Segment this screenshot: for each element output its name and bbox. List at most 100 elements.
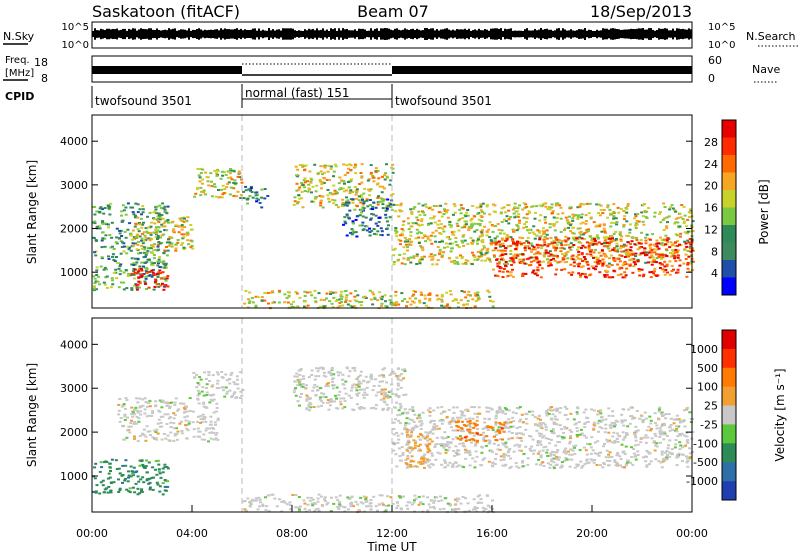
power-colorbar-tick-4: 16 <box>704 202 718 215</box>
power-ytick-3: 2000 <box>60 223 88 236</box>
noise-right-tick-top: 10^5 <box>708 22 735 33</box>
velocity-colorbar-swatch-7 <box>722 443 736 463</box>
x-tick-7: 00:00 <box>676 527 708 540</box>
power-panel: 4000 3000 2000 1000 Slant Range [km] 28 24 20… <box>25 114 771 310</box>
frequency-panel: Freq. [MHz] 18 8 60 0 Nave <box>3 54 780 85</box>
power-ytick-2: 3000 <box>60 179 88 192</box>
scatter-region-6 <box>454 419 507 442</box>
velocity-colorbar-swatch-5 <box>722 405 736 425</box>
velocity-ytick-2: 3000 <box>60 382 88 395</box>
scatter-region-3 <box>192 371 245 399</box>
power-ytick-1: 4000 <box>60 135 88 148</box>
nave-tick-bottom: 0 <box>708 72 715 85</box>
velocity-colorbar-swatch-6 <box>722 424 736 444</box>
scatter-region-1 <box>92 202 170 292</box>
freq-label-line2: [MHz] <box>5 68 34 79</box>
velocity-colorbar-swatch-2 <box>722 348 736 369</box>
x-tick-2: 04:00 <box>176 527 208 540</box>
velocity-colorbar-tick-6: -100 <box>693 437 718 450</box>
scatter-region-4 <box>193 168 244 199</box>
noise-left-label: N.Sky <box>3 30 35 43</box>
power-colorbar-swatch-4 <box>722 172 736 191</box>
power-colorbar-swatch-7 <box>722 225 736 243</box>
x-tick-4: 12:00 <box>376 527 408 540</box>
cpid-segment-3: twofsound 3501 <box>395 94 492 108</box>
velocity-colorbar-swatch-9 <box>722 481 736 501</box>
power-colorbar-swatch-8 <box>722 242 736 261</box>
scatter-region-4 <box>292 366 408 412</box>
velocity-panel: 4000 3000 2000 1000 Slant Range [km] 1000 50… <box>25 317 787 514</box>
freq-tick-bottom: 8 <box>41 72 48 85</box>
power-colorbar-swatch-3 <box>722 155 736 173</box>
scatter-region-5 <box>392 405 695 470</box>
power-colorbar: 28 24 20 16 12 8 4 <box>704 119 737 296</box>
x-tick-3: 08:00 <box>276 527 308 540</box>
power-colorbar-swatch-6 <box>722 207 736 226</box>
velocity-colorbar-swatch-1 <box>722 330 736 350</box>
scatter-region-7 <box>404 434 432 469</box>
scatter-region-2 <box>117 397 220 443</box>
cpid-row: CPID twofsound 3501 normal (fast) 151 tw… <box>5 84 492 108</box>
cpid-segment-2: normal (fast) 151 <box>245 86 349 100</box>
power-colorbar-swatch-10 <box>722 277 736 296</box>
power-colorbar-tick-6: 8 <box>711 245 718 258</box>
scatter-region-10 <box>492 237 694 279</box>
noise-right-label: N.Search <box>746 30 796 43</box>
power-ytick-4: 1000 <box>60 266 88 279</box>
cpid-segment-1: twofsound 3501 <box>95 94 192 108</box>
power-heatmap <box>92 163 695 310</box>
power-colorbar-swatch-2 <box>722 137 736 156</box>
velocity-colorbar-tick-3: 100 <box>697 381 718 394</box>
beam-title: Beam 07 <box>357 2 429 21</box>
power-colorbar-label: Power [dB] <box>757 179 771 244</box>
x-tick-6: 20:00 <box>576 527 608 540</box>
scatter-region-3 <box>129 216 195 252</box>
velocity-colorbar-tick-5: -25 <box>700 418 718 431</box>
power-colorbar-tick-3: 20 <box>704 180 718 193</box>
power-colorbar-tick-7: 4 <box>711 267 718 280</box>
velocity-ylabel: Slant Range [km] <box>25 363 39 467</box>
velocity-colorbar-tick-1: 1000 <box>690 343 718 356</box>
freq-tick-top: 18 <box>34 56 48 69</box>
site-title: Saskatoon (fitACF) <box>92 2 240 21</box>
nave-tick-top: 60 <box>708 54 722 67</box>
velocity-colorbar-tick-2: 500 <box>697 362 718 375</box>
power-colorbar-tick-2: 24 <box>704 158 718 171</box>
x-tick-1: 00:00 <box>76 527 108 540</box>
x-axis-label: Time UT <box>366 540 417 554</box>
velocity-ytick-3: 2000 <box>60 426 88 439</box>
scatter-region-7 <box>342 198 394 238</box>
x-tick-5: 16:00 <box>476 527 508 540</box>
date-title: 18/Sep/2013 <box>590 2 692 21</box>
velocity-colorbar-swatch-4 <box>722 386 736 406</box>
scatter-region-8 <box>242 493 495 514</box>
velocity-colorbar: 1000 500 100 25 -25 -100 -500 -1000 <box>686 329 737 501</box>
velocity-colorbar-tick-8: -1000 <box>686 475 718 488</box>
noise-panel: N.Sky 10^5 10^0 10^5 10^0 N.Search <box>3 21 798 51</box>
velocity-colorbar-tick-7: -500 <box>693 456 718 469</box>
power-ylabel: Slant Range [km] <box>25 160 39 264</box>
noise-left-tick-top: 10^5 <box>62 22 89 33</box>
scatter-region-1 <box>92 458 170 496</box>
velocity-heatmap <box>92 366 695 514</box>
scatter-region-2 <box>130 268 170 291</box>
x-axis: 00:00 04:00 08:00 12:00 16:00 20:00 00:00 <box>76 505 708 540</box>
power-colorbar-swatch-1 <box>722 120 736 138</box>
noise-left-tick-bottom: 10^0 <box>62 40 89 51</box>
cpid-label: CPID <box>5 90 34 103</box>
velocity-ytick-4: 1000 <box>60 470 88 483</box>
scatter-region-8 <box>243 289 495 310</box>
power-colorbar-swatch-9 <box>722 260 736 278</box>
velocity-colorbar-tick-4: 25 <box>704 400 718 413</box>
power-colorbar-swatch-5 <box>722 190 736 208</box>
noise-right-tick-bottom: 10^0 <box>708 40 735 51</box>
freq-label-line1: Freq. <box>5 55 30 66</box>
power-colorbar-tick-1: 28 <box>704 136 718 149</box>
scatter-region-5 <box>242 185 270 209</box>
velocity-ytick-1: 4000 <box>60 338 88 351</box>
power-colorbar-tick-5: 12 <box>704 223 718 236</box>
nave-label: Nave <box>752 63 780 76</box>
velocity-colorbar-swatch-8 <box>722 462 736 482</box>
velocity-colorbar-label: Velocity [m s⁻¹] <box>773 368 787 461</box>
